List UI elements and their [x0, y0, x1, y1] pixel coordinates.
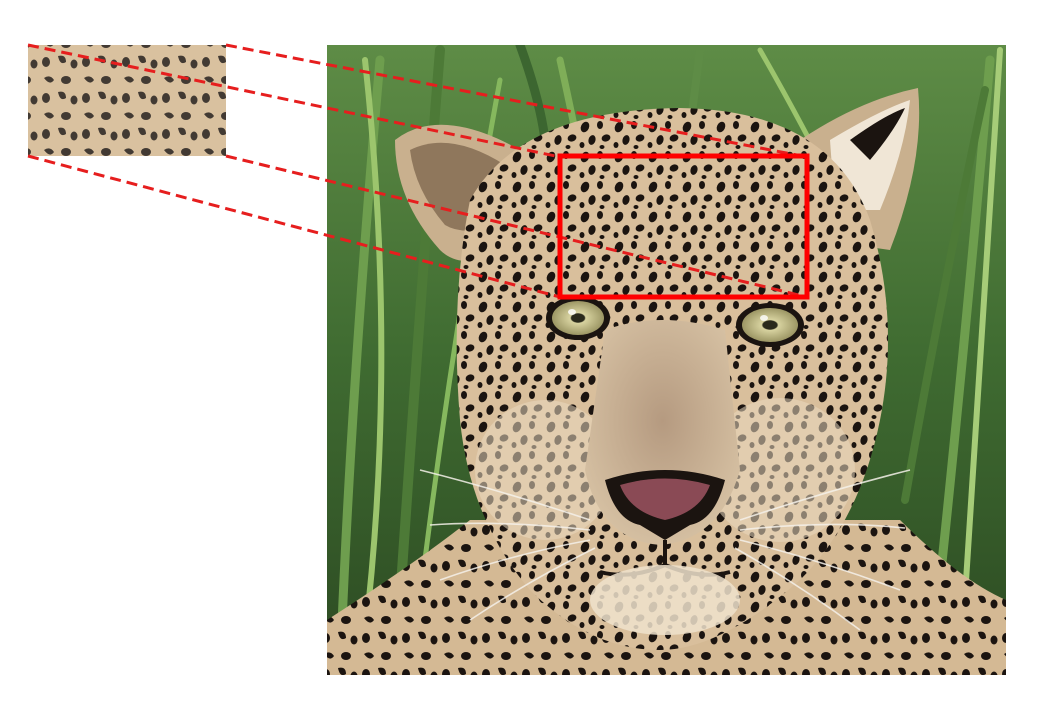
zoom-highlight-box	[557, 153, 810, 300]
zoom-connector-lines	[27, 43, 808, 299]
leopard-eye-left	[546, 296, 610, 340]
leopard-eye-right	[736, 303, 804, 347]
zoom-inset	[28, 45, 226, 156]
connector-line	[27, 154, 561, 299]
whiskers	[419, 469, 911, 631]
connector-line	[27, 43, 561, 159]
connector-line	[225, 43, 808, 159]
leopard-photo	[327, 45, 1006, 675]
connector-line	[225, 154, 808, 299]
